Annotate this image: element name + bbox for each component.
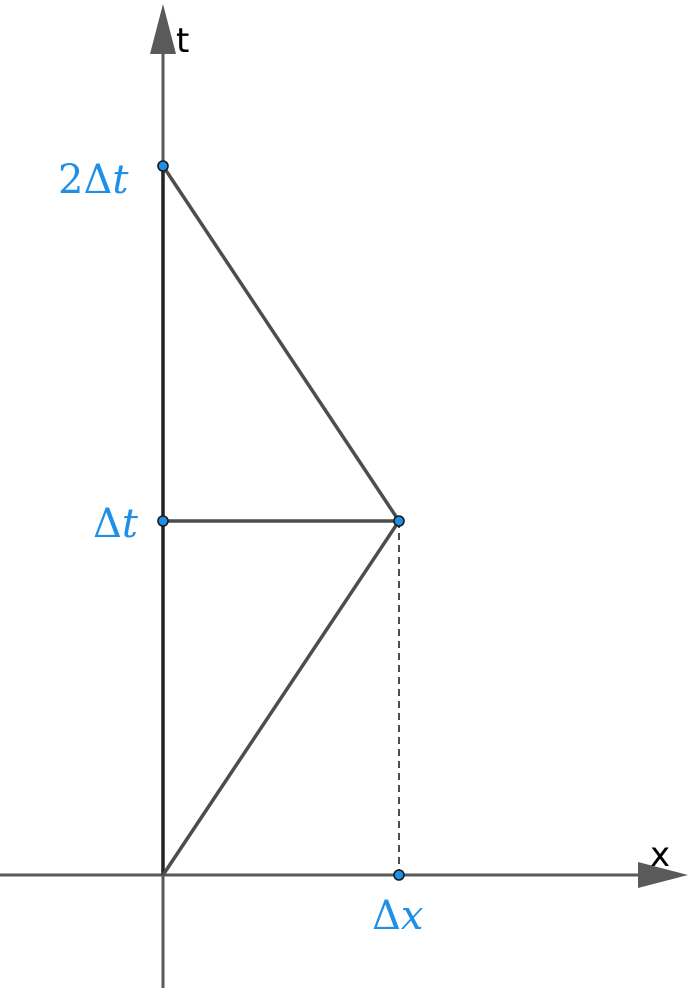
- point-two-dt: [157, 160, 169, 172]
- x-axis-label: x: [650, 835, 670, 875]
- point-dt: [157, 515, 169, 527]
- label-dt: Δt: [93, 501, 139, 547]
- t-axis-arrowhead: [150, 4, 176, 54]
- return-signal-line: [161, 165, 401, 522]
- t-axis-label: t: [176, 21, 189, 61]
- point-dx: [393, 869, 405, 881]
- x-axis-arrowhead: [638, 862, 688, 888]
- label-two-dt: 2Δt: [58, 157, 129, 203]
- outgoing-signal-line: [161, 520, 401, 876]
- label-dx: Δx: [372, 893, 423, 939]
- x-axis: x: [0, 835, 688, 888]
- point-mid-event: [393, 515, 405, 527]
- t-axis: t: [150, 4, 189, 988]
